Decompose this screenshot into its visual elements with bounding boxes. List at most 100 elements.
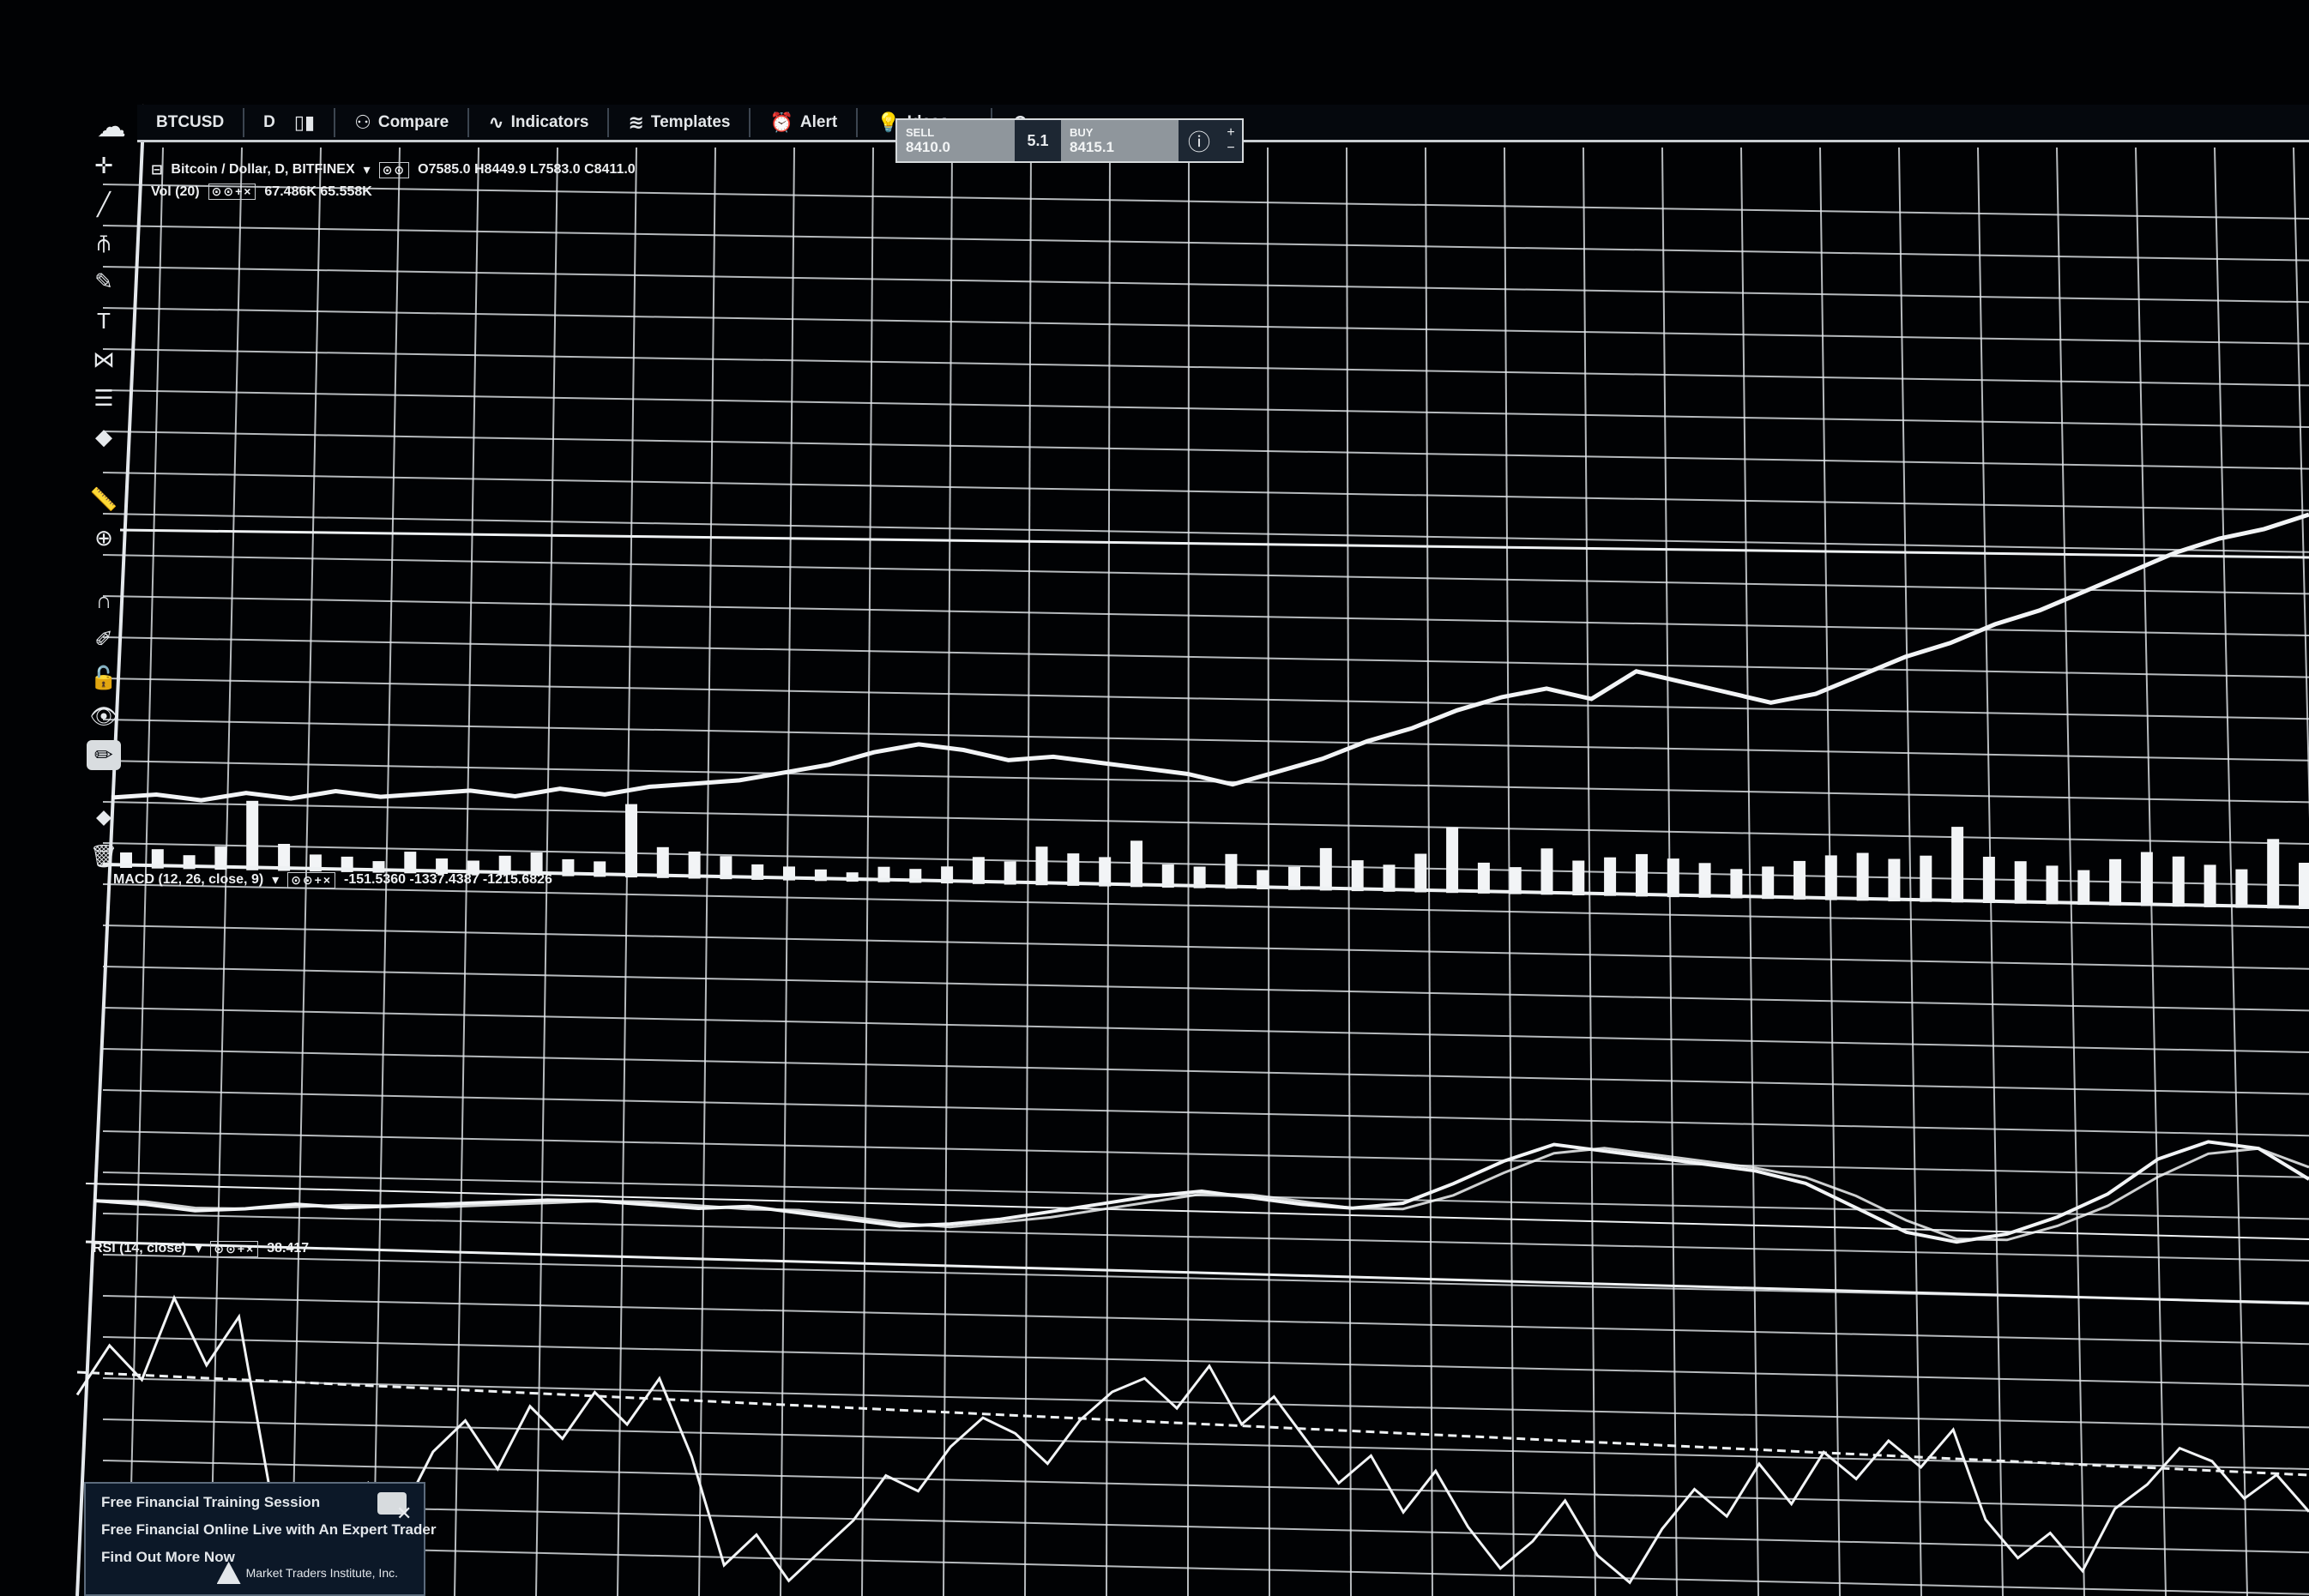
grid-line-horizontal [102, 719, 2309, 762]
toolbar-divider [856, 107, 859, 137]
grid-line-horizontal [102, 842, 2309, 887]
buy-price: 8415.1 [1070, 138, 1114, 155]
shape-icon[interactable]: ◆ [95, 424, 112, 450]
macd-legend: MACD (12, 26, close, 9) ▾ ⊙⊙+× -151.5360… [113, 871, 552, 888]
grid-line-vertical [209, 147, 243, 1596]
grid-line-vertical [1740, 147, 1759, 1596]
volume-bar [1477, 862, 1490, 894]
compare-button[interactable]: ⚇ Compare [354, 112, 449, 132]
volume-bar [2140, 852, 2153, 906]
grid-line-horizontal [102, 307, 2309, 345]
volume-bar [530, 852, 543, 876]
pane-divider-main[interactable] [102, 863, 2309, 909]
volume-bar [1540, 848, 1553, 895]
volume-bar [1446, 827, 1459, 894]
symbol-search-button[interactable]: BTCUSD [156, 112, 225, 131]
alert-label: Alert [799, 112, 838, 131]
grid-line-vertical [128, 147, 164, 1596]
promo-banner[interactable]: Free Financial Training Session Free Fin… [84, 1482, 436, 1596]
templates-button[interactable]: ≋ Templates [628, 112, 730, 132]
grid-line-horizontal [102, 1048, 2309, 1095]
lightbulb-icon: 💡 [877, 111, 901, 133]
pitchfork-icon[interactable]: ⫚ [97, 229, 111, 256]
grid-line-horizontal [102, 924, 2309, 970]
volume-bar [1920, 855, 1932, 902]
pattern-icon[interactable]: ⋈ [93, 346, 115, 372]
quantity-stepper[interactable]: + − [1220, 120, 1242, 161]
plus-icon[interactable]: + [1227, 125, 1235, 140]
rsi-series [75, 1294, 2309, 1585]
volume-label[interactable]: Vol (20) [151, 184, 200, 199]
legend-actions[interactable]: ⊙⊙ [378, 161, 410, 178]
volume-bar [1667, 858, 1679, 898]
ruler-icon[interactable]: 📏 [89, 485, 118, 512]
lock-icon[interactable]: 🔓 [89, 664, 118, 690]
symbol-title[interactable]: Bitcoin / Dollar, D, BITFINEX [171, 162, 355, 177]
chevron-down-icon[interactable]: ▾ [195, 1242, 202, 1256]
grid-line-horizontal [102, 266, 2309, 304]
volume-bar [1004, 861, 1016, 885]
trade-widget: SELL 8410.0 5.1 BUY 8415.1 ⓘ + − [895, 118, 1244, 163]
brush-icon[interactable]: ✎ [94, 268, 113, 295]
rsi-level-line [76, 1370, 2309, 1477]
fib-icon[interactable]: ☰ [93, 384, 114, 411]
text-icon[interactable]: T [97, 307, 111, 334]
macd-values: -151.5360 -1337.4387 -1215.6826 [344, 872, 552, 887]
interval-button[interactable]: D [263, 112, 275, 131]
volume-bar [2267, 839, 2280, 909]
price-series [111, 512, 2309, 803]
grid-line-horizontal [102, 1501, 2309, 1554]
info-icon[interactable]: ⓘ [1179, 120, 1220, 161]
promo-badge [377, 1492, 407, 1515]
eye-icon[interactable]: 👁 [89, 703, 118, 730]
volume-bar [2046, 865, 2059, 905]
lock-drawings-icon[interactable]: ✐ [94, 625, 113, 652]
volume-bar [2109, 858, 2122, 906]
trend-line-icon[interactable]: ╱ [97, 191, 111, 218]
chevron-down-icon[interactable]: ▾ [272, 873, 280, 888]
chevron-down-icon[interactable]: ▾ [363, 163, 371, 178]
legend-actions[interactable]: ⊙⊙+× [210, 1240, 259, 1257]
zoom-icon[interactable]: ⊕ [94, 524, 113, 551]
promo-headline: Free Financial Training Session [101, 1494, 321, 1510]
collapse-icon[interactable]: ⊟ [151, 163, 163, 178]
sell-button[interactable]: SELL 8410.0 [897, 120, 1015, 161]
grid-line-horizontal [102, 1418, 2309, 1470]
cloud-icon[interactable]: ☁ [97, 111, 126, 143]
favorites-icon[interactable]: ⬥ [95, 804, 112, 830]
macd-label[interactable]: MACD (12, 26, close, 9) [113, 872, 264, 887]
grid-line-horizontal [102, 1542, 2309, 1595]
volume-bar [2172, 856, 2185, 907]
promo-cta-link[interactable]: Find Out More Now [101, 1549, 235, 1565]
main-series-legend: ⊟ Bitcoin / Dollar, D, BITFINEX ▾ ⊙⊙ O75… [151, 161, 636, 178]
indicators-button[interactable]: ∿ Indicators [488, 112, 588, 132]
volume-bar [688, 852, 701, 879]
grid-line-horizontal [102, 678, 2309, 720]
volume-bar [214, 846, 227, 870]
legend-actions[interactable]: ⊙⊙+× [208, 184, 256, 200]
volume-bar [1161, 864, 1174, 888]
grid-line-horizontal [102, 431, 2309, 470]
trash-icon[interactable]: 🗑 [89, 843, 118, 869]
volume-bar [404, 852, 417, 874]
pane-divider-macd[interactable] [85, 1240, 2309, 1305]
chart-style-button[interactable]: ▯▮ [294, 112, 315, 132]
volume-bar [1636, 853, 1648, 897]
magnet-icon[interactable]: ∩ [95, 587, 112, 613]
compare-label: Compare [377, 112, 449, 131]
legend-actions[interactable]: ⊙⊙+× [287, 871, 336, 888]
pencil-icon[interactable]: ✏ [87, 740, 121, 771]
minus-icon[interactable]: − [1227, 141, 1235, 155]
crosshair-icon[interactable]: ✛ [94, 153, 113, 179]
toolbar-divider [334, 107, 336, 137]
grid-line-vertical [372, 147, 401, 1596]
close-icon[interactable]: ✕ [396, 1503, 413, 1524]
rsi-label[interactable]: RSI (14, close) [93, 1241, 187, 1256]
grid-line-horizontal [102, 1377, 2309, 1429]
alert-button[interactable]: ⏰ Alert [769, 112, 838, 132]
grid-line-horizontal [102, 184, 2309, 220]
grid-line-vertical [861, 147, 874, 1596]
buy-button[interactable]: BUY 8415.1 [1061, 120, 1179, 161]
toolbar-divider [243, 107, 245, 137]
